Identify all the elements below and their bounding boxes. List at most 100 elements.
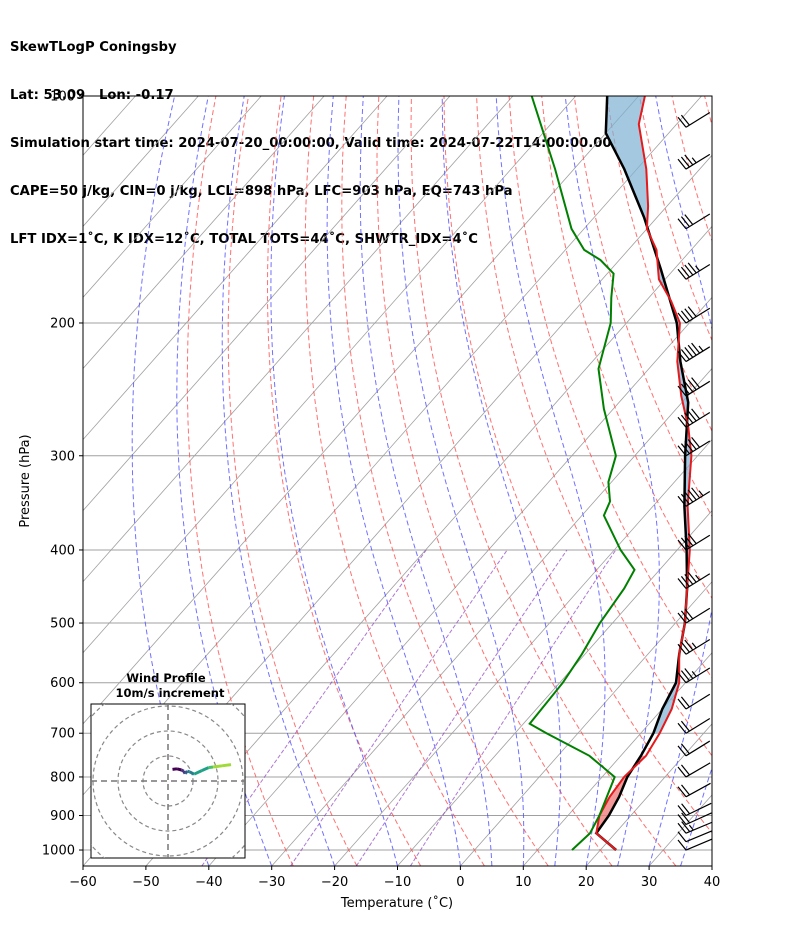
barb-flag — [680, 310, 690, 322]
y-tick-label: 1000 — [42, 844, 75, 859]
barb-flag — [677, 698, 687, 710]
barb-flag — [680, 414, 690, 426]
moist-adiabat-line — [221, 96, 336, 866]
wind-barb — [677, 571, 711, 590]
wind-barb — [677, 762, 711, 778]
wind-barb — [677, 262, 711, 280]
x-tick-label: −60 — [69, 875, 96, 890]
barb-staff — [685, 762, 711, 778]
wind-barbs — [677, 111, 713, 851]
y-tick-label: 100 — [50, 90, 75, 105]
dry-adiabat-line — [770, 96, 794, 866]
wind-barb — [677, 717, 711, 734]
barb-flag — [687, 489, 697, 501]
moist-adiabat-line — [495, 96, 606, 866]
barb-half-flag — [695, 574, 701, 581]
barb-staff — [685, 812, 712, 826]
wind-barb — [677, 693, 711, 710]
x-tick-label: 40 — [704, 875, 721, 890]
isotherm-line — [83, 96, 199, 227]
wind-profile-inset: Wind Profile 10m/s increment — [90, 671, 246, 859]
isotherm-line — [775, 96, 794, 866]
x-tick-label: −30 — [258, 875, 285, 890]
barb-flag — [677, 351, 687, 362]
barb-flag — [684, 639, 694, 651]
barb-flag — [684, 491, 694, 503]
isotherm-line — [460, 581, 712, 866]
hodograph-segment — [212, 764, 223, 769]
x-axis-ticks: −60 −50 −40 −30 −20 −10 0 10 20 30 40 — [69, 866, 720, 890]
barb-flag — [677, 831, 687, 843]
hodograph-segment — [184, 770, 189, 775]
barb-flag — [691, 377, 701, 389]
x-tick-label: −40 — [195, 875, 222, 890]
mixing-ratio-line — [355, 549, 568, 866]
x-tick-label: 20 — [578, 875, 595, 890]
dry-adiabat-line — [186, 96, 294, 866]
wind-barb — [677, 740, 711, 757]
barb-flag — [680, 266, 690, 278]
barb-flag — [677, 672, 687, 684]
x-tick-label: −50 — [132, 875, 159, 890]
dry-adiabat-line — [266, 96, 422, 866]
barb-flag — [677, 822, 687, 834]
dry-adiabat-line — [443, 96, 712, 834]
isotherm-line — [711, 865, 712, 866]
barb-flag — [680, 641, 690, 653]
barb-flag — [677, 268, 687, 280]
wind-barb — [677, 377, 711, 397]
barb-flag — [680, 114, 690, 126]
barb-flag — [680, 610, 690, 622]
barb-staff — [685, 717, 711, 734]
y-axis-label: Pressure (hPa) — [18, 434, 33, 527]
wind-barb — [677, 802, 712, 817]
barb-flag — [681, 812, 691, 824]
x-tick-label: 30 — [641, 875, 658, 890]
moist-adiabat-line — [711, 864, 712, 866]
barb-flag — [684, 264, 694, 276]
barb-flag — [684, 214, 694, 225]
dry-adiabat-line — [476, 96, 712, 757]
barb-staff — [685, 153, 711, 170]
isotherm-line — [648, 794, 712, 866]
barb-staff — [685, 380, 711, 397]
barb-staff — [685, 830, 713, 843]
station-title: SkewTLogP Coningsby — [10, 40, 177, 55]
inset-title: Wind Profile — [126, 671, 206, 685]
barb-flag — [680, 743, 690, 755]
dewpoint-line — [528, 96, 636, 851]
moist-adiabat-line — [441, 96, 562, 866]
barb-staff — [685, 412, 711, 428]
barb-flag — [691, 436, 701, 448]
y-tick-label: 400 — [50, 543, 75, 558]
dry-adiabat-line — [737, 96, 794, 866]
barb-flag — [681, 784, 690, 796]
barb-half-flag — [698, 345, 704, 352]
barb-half-flag — [698, 490, 704, 497]
isotherm-line — [334, 438, 712, 866]
wind-barb — [677, 830, 713, 843]
barb-staff — [685, 838, 713, 851]
isotherm-line — [83, 96, 514, 583]
x-tick-label: 0 — [456, 875, 464, 890]
chart-header: SkewTLogP Coningsby Lat: 53.09 Lon: -0.1… — [10, 8, 612, 264]
isotherm-line — [145, 225, 712, 866]
cape-cin-fill — [596, 96, 692, 834]
y-tick-label: 800 — [50, 770, 75, 785]
barb-flag — [677, 539, 687, 551]
barb-half-flag — [695, 265, 701, 272]
sounding-profiles — [528, 96, 693, 851]
barb-flag — [680, 537, 690, 549]
dry-adiabat-line — [304, 96, 485, 866]
barb-flag — [677, 786, 687, 798]
isotherm-line — [208, 296, 712, 866]
barb-staff — [685, 693, 711, 710]
hodograph — [91, 704, 245, 858]
x-tick-label: 10 — [515, 875, 532, 890]
barb-flag — [677, 643, 687, 655]
barb-staff — [685, 821, 713, 834]
dry-adiabat-line — [376, 96, 613, 866]
barb-staff — [685, 111, 711, 128]
isotherm-line — [271, 367, 712, 866]
barb-flag — [687, 344, 697, 356]
